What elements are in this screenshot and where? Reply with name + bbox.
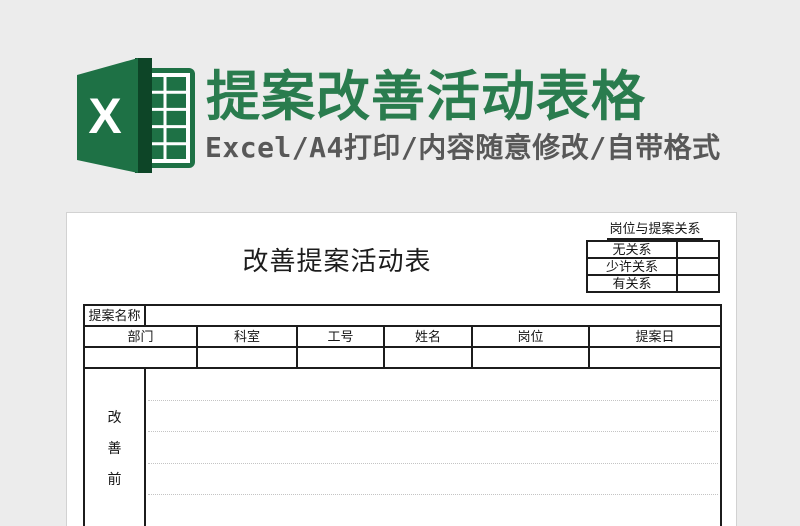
table-row: 改 善 前 (83, 367, 722, 526)
banner-title: 提案改善活动表格 (206, 67, 646, 127)
before-improvement-label: 改 善 前 (107, 411, 122, 488)
empty-cell (471, 346, 590, 369)
table-row: 有关系 (586, 274, 720, 293)
proposal-name-label: 提案名称 (83, 304, 146, 327)
table-row: 无关系 (586, 240, 720, 259)
empty-cell (383, 346, 473, 369)
relation-label: 有关系 (586, 274, 678, 293)
excel-x-letter: X (88, 88, 121, 144)
proposal-name-value-cell (144, 304, 722, 327)
relation-value-cell (676, 274, 720, 293)
relation-table: 无关系 少许关系 有关系 (586, 240, 720, 293)
sheet-title: 改善提案活动表 (242, 247, 432, 276)
table-row: 部门 科室 工号 姓名 岗位 提案日 (83, 325, 722, 348)
banner-subtitle: Excel/A4打印/内容随意修改/自带格式 (205, 131, 721, 164)
relation-label: 无关系 (586, 240, 678, 259)
table-row (83, 346, 722, 369)
relation-label: 少许关系 (586, 257, 678, 276)
relation-box-header-text: 岗位与提案关系 (607, 221, 703, 240)
banner: X 提案改善活动表格 Excel/A4打印/内容随意修改/自带格式 (0, 0, 800, 212)
before-improvement-label-cell: 改 善 前 (83, 367, 146, 526)
empty-cell (196, 346, 298, 369)
table-row: 少许关系 (586, 257, 720, 276)
relation-box-header: 岗位与提案关系 (586, 221, 724, 240)
empty-cell (83, 346, 198, 369)
column-header: 部门 (83, 325, 198, 348)
column-header: 岗位 (471, 325, 590, 348)
writing-lines (148, 369, 718, 526)
excel-logo-icon: X (77, 58, 195, 173)
proposal-table: 提案名称 部门 科室 工号 姓名 岗位 提案日 (83, 304, 722, 526)
column-header: 姓名 (383, 325, 473, 348)
table-row: 提案名称 (83, 304, 722, 327)
relation-value-cell (676, 240, 720, 259)
empty-cell (296, 346, 385, 369)
template-preview[interactable]: 改善提案活动表 岗位与提案关系 无关系 少许关系 有关系 提案 (66, 212, 737, 526)
relation-value-cell (676, 257, 720, 276)
column-header: 科室 (196, 325, 298, 348)
column-header: 提案日 (588, 325, 722, 348)
column-header: 工号 (296, 325, 385, 348)
empty-cell (588, 346, 722, 369)
before-improvement-content-cell (144, 367, 722, 526)
